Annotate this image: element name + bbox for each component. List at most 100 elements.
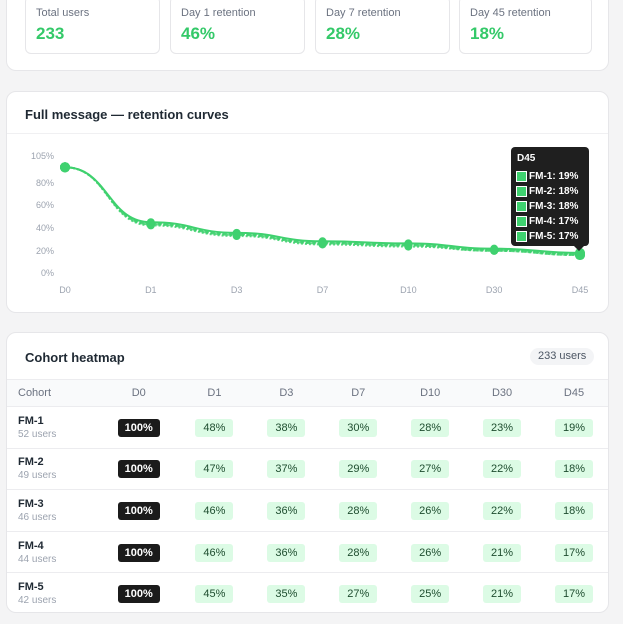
retention-pill: 45% — [195, 585, 234, 604]
cohort-users: 49 users — [18, 470, 57, 482]
retention-chart[interactable]: 105% 80% 60% 40% 20% 0% D0 D1 D3 D7 D10 D30 D45 — [7, 92, 608, 312]
stat-day7-retention: Day 7 retention 28% — [315, 0, 450, 54]
heat-cell: 100% — [99, 531, 179, 574]
heat-cell: 28% — [394, 406, 467, 449]
cohort-name: FM-4 — [18, 539, 44, 552]
cohort-name: FM-5 — [18, 581, 44, 594]
stat-value: 233 — [36, 24, 65, 43]
stat-label: Total users — [36, 7, 90, 19]
heat-cell: 28% — [322, 489, 395, 532]
stat-value: 28% — [326, 24, 361, 43]
retention-pill: 28% — [339, 501, 378, 520]
heat-cell: 26% — [394, 531, 467, 574]
y-tick-label: 20% — [36, 246, 54, 256]
cohort-users: 44 users — [18, 553, 57, 565]
x-tick-label: D10 — [400, 285, 417, 295]
retention-pill: 21% — [483, 543, 522, 562]
data-point-fm-5[interactable] — [404, 242, 413, 251]
heat-cell: 38% — [250, 406, 323, 449]
stat-value: 18% — [470, 24, 505, 43]
tooltip-row: FM-3: 18% — [516, 200, 578, 213]
cohort-cell: FM-5 42 users — [7, 573, 99, 612]
heat-cell: 30% — [322, 406, 395, 449]
column-header: D1 — [178, 379, 251, 407]
heat-cell: 48% — [178, 406, 251, 449]
retention-pill: 26% — [411, 501, 450, 520]
y-tick-label: 105% — [31, 151, 54, 161]
y-axis: 105% 80% 60% 40% 20% 0% — [31, 151, 54, 278]
retention-pill: 100% — [117, 543, 160, 562]
retention-pill: 18% — [555, 501, 593, 520]
retention-pill: 100% — [117, 418, 160, 437]
heat-cell: 22% — [466, 448, 539, 491]
divider — [7, 133, 608, 134]
heat-cell: 23% — [466, 406, 539, 449]
retention-pill: 28% — [339, 543, 378, 562]
chart-title: Full message — retention curves — [25, 107, 229, 122]
stats-card: Total users 233 Day 1 retention 46% Day … — [6, 0, 609, 71]
table-row: FM-1 52 users 100% 48% 38% 30% 28% 23% 1… — [7, 406, 608, 449]
cohort-cell: FM-2 49 users — [7, 448, 99, 491]
heat-cell: 19% — [538, 406, 608, 449]
data-point-fm-5[interactable] — [232, 232, 241, 240]
data-point-fm-5[interactable] — [318, 240, 327, 249]
y-tick-label: 80% — [36, 178, 54, 188]
retention-pill: 37% — [267, 460, 306, 479]
retention-pill: 36% — [267, 501, 306, 520]
retention-pill: 22% — [483, 501, 522, 520]
stat-total-users: Total users 233 — [25, 0, 160, 54]
cohort-name: FM-3 — [18, 497, 44, 510]
tooltip-row-text: FM-3: 18% — [529, 201, 579, 212]
retention-pill: 26% — [411, 543, 450, 562]
heat-cell: 21% — [466, 573, 538, 612]
data-point-fm-5[interactable] — [490, 246, 499, 255]
heat-cell: 100% — [99, 573, 178, 612]
retention-pill: 21% — [483, 585, 522, 604]
tooltip-row: FM-1: 19% — [516, 170, 578, 183]
retention-pill: 22% — [483, 460, 522, 479]
heat-cell: 36% — [250, 489, 323, 532]
heat-cell: 17% — [538, 531, 608, 574]
retention-pill: 47% — [195, 460, 234, 479]
heatmap-table: Cohort D0 D1 D3 D7 D10 D30 D45 FM-1 52 u… — [7, 379, 608, 612]
retention-pill: 36% — [267, 543, 306, 562]
x-tick-label: D30 — [486, 285, 503, 295]
series-points[interactable] — [60, 162, 585, 261]
retention-pill: 25% — [411, 585, 450, 604]
heat-cell: 46% — [178, 531, 251, 574]
tooltip-row-text: FM-5: 17% — [529, 231, 579, 242]
users-count-badge: 233 users — [530, 348, 595, 365]
retention-pill: 48% — [195, 418, 234, 437]
heat-cell: 100% — [99, 406, 179, 449]
y-tick-label: 0% — [41, 268, 54, 278]
table-row: FM-5 42 users 100% 45% 35% 27% 25% 21% 1… — [7, 573, 608, 612]
series-swatch-icon — [516, 216, 527, 227]
tooltip-title: D45 — [517, 153, 536, 164]
cohort-cell: FM-4 44 users — [7, 531, 99, 574]
column-header-cohort: Cohort — [7, 379, 99, 407]
heat-cell: 46% — [178, 489, 251, 532]
tooltip-row: FM-4: 17% — [516, 215, 578, 228]
cohort-heatmap-card: Cohort heatmap 233 users Cohort D0 D1 D3… — [6, 332, 609, 613]
cohort-cell: FM-3 46 users — [7, 489, 99, 532]
series-swatch-icon — [516, 171, 527, 182]
heat-cell: 27% — [394, 448, 467, 491]
retention-pill: 100% — [117, 460, 160, 479]
tooltip-row: FM-5: 17% — [516, 230, 578, 243]
data-point-fm-5[interactable] — [60, 162, 70, 173]
y-tick-label: 60% — [36, 200, 54, 210]
data-point-fm-5[interactable] — [575, 250, 585, 261]
tooltip-row: FM-2: 18% — [516, 185, 578, 198]
tooltip-row-text: FM-4: 17% — [529, 216, 579, 227]
cohort-users: 46 users — [18, 511, 57, 523]
heat-cell: 22% — [466, 489, 539, 532]
y-tick-label: 40% — [36, 223, 54, 233]
retention-pill: 46% — [195, 501, 234, 520]
column-header: D0 — [99, 379, 179, 407]
x-tick-label: D3 — [231, 285, 243, 295]
retention-pill: 19% — [555, 418, 593, 437]
data-point-fm-5[interactable] — [146, 221, 155, 230]
heat-cell: 37% — [250, 448, 323, 491]
series-swatch-icon — [516, 186, 527, 197]
retention-pill: 35% — [267, 585, 306, 604]
